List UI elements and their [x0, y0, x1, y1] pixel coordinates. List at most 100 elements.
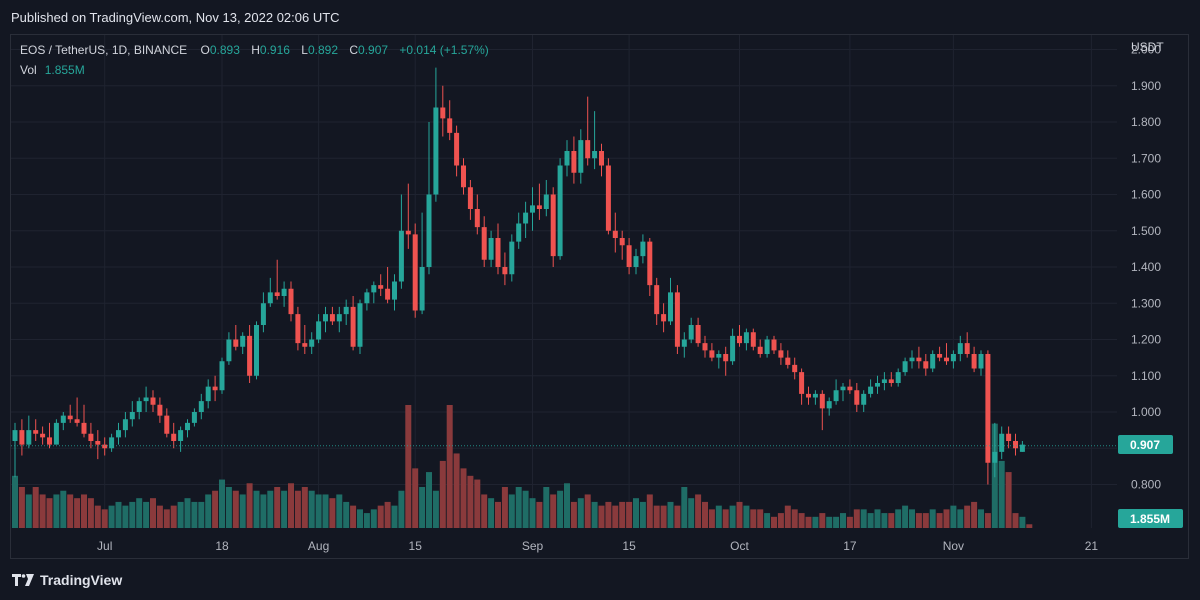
price-tick-label: 1.000 — [1131, 405, 1161, 419]
candle — [302, 325, 308, 354]
volume-bar — [39, 494, 46, 528]
candle — [757, 339, 763, 358]
volume-bar — [798, 513, 805, 528]
candle — [371, 281, 377, 304]
candle — [737, 325, 742, 347]
candle — [626, 238, 632, 275]
ohlc-row: EOS / TetherUS, 1D, BINANCE O0.893 H0.91… — [20, 40, 497, 60]
candle — [612, 212, 618, 253]
volume-bar — [777, 513, 784, 528]
volume-bar — [1026, 524, 1033, 528]
high-value: 0.916 — [259, 43, 290, 57]
candle — [281, 281, 287, 307]
volume-bar — [736, 501, 743, 528]
volume-bar — [453, 453, 460, 528]
chart-legend: EOS / TetherUS, 1D, BINANCE O0.893 H0.91… — [20, 40, 497, 80]
candle — [599, 143, 604, 177]
volume-bar — [212, 490, 219, 528]
volume-bar — [60, 490, 67, 528]
time-tick-label: Aug — [308, 539, 329, 553]
candle — [888, 372, 894, 387]
candle — [205, 379, 211, 409]
volume-bar — [805, 516, 812, 528]
volume-bar — [529, 498, 536, 528]
volume-bar — [184, 498, 191, 528]
candle — [992, 422, 998, 478]
volume-bar — [122, 505, 129, 528]
candle — [702, 335, 708, 358]
candle — [185, 419, 190, 438]
candle — [392, 274, 397, 311]
change-value: +0.014 (+1.57%) — [399, 43, 489, 57]
candle — [357, 299, 363, 354]
volume-bar — [1012, 513, 1019, 528]
candle — [440, 85, 446, 137]
candle — [191, 408, 197, 427]
volume-bar — [750, 509, 757, 528]
volume-bar — [881, 513, 888, 528]
volume-bar — [25, 494, 32, 528]
last-price-label: 0.907 — [1130, 438, 1160, 452]
candle — [157, 397, 163, 423]
time-tick-label: Sep — [522, 539, 544, 553]
close-value: 0.907 — [358, 43, 389, 57]
candle — [336, 306, 342, 333]
volume-bar — [757, 509, 764, 528]
footer-brand[interactable]: TradingView — [12, 570, 122, 590]
volume-bar — [177, 501, 184, 528]
candle — [461, 158, 466, 195]
volume-bar — [74, 498, 81, 528]
volume-bar — [867, 513, 874, 528]
candle — [557, 158, 563, 260]
candle — [716, 350, 722, 369]
volume-bar — [570, 501, 577, 528]
candle — [971, 346, 977, 373]
volume-bar — [515, 487, 522, 528]
volume-bar — [246, 483, 253, 528]
volume-bar — [426, 472, 432, 528]
candle — [343, 299, 349, 325]
volume-bar — [695, 494, 702, 528]
volume-bar — [929, 509, 936, 528]
volume-bar — [674, 505, 681, 528]
volume-bar — [1005, 472, 1012, 528]
candle — [329, 306, 335, 325]
candle — [495, 223, 501, 275]
candle — [233, 325, 239, 351]
volume-bar — [653, 505, 660, 528]
symbol-label: EOS / TetherUS, 1D, BINANCE — [20, 43, 188, 57]
volume-bar — [564, 483, 570, 528]
volume-bar — [833, 516, 840, 528]
volume-bar — [922, 513, 929, 528]
candle — [605, 158, 611, 235]
volume-bar — [846, 516, 853, 528]
candle — [730, 328, 736, 365]
candle — [509, 234, 515, 282]
volume-bar — [584, 494, 591, 528]
candle — [260, 292, 266, 333]
candle — [964, 332, 970, 358]
candle — [861, 390, 867, 412]
volume-bar — [764, 513, 771, 528]
candle — [930, 350, 936, 373]
candle — [171, 422, 177, 449]
candle — [116, 422, 121, 445]
candle — [12, 422, 18, 478]
candle — [323, 306, 328, 333]
candle — [398, 194, 404, 289]
volume-bar — [784, 505, 791, 528]
candle — [785, 350, 791, 369]
candle — [488, 230, 494, 267]
candle — [385, 267, 391, 304]
volume-bar — [729, 505, 736, 528]
candle — [633, 248, 639, 275]
volume-bar — [108, 505, 115, 528]
volume-bar — [702, 501, 708, 528]
candle — [895, 368, 901, 387]
volume-bar — [771, 516, 777, 528]
volume-bar — [722, 509, 729, 528]
candle — [53, 419, 59, 445]
candle — [523, 201, 529, 238]
volume-bar — [543, 487, 550, 528]
